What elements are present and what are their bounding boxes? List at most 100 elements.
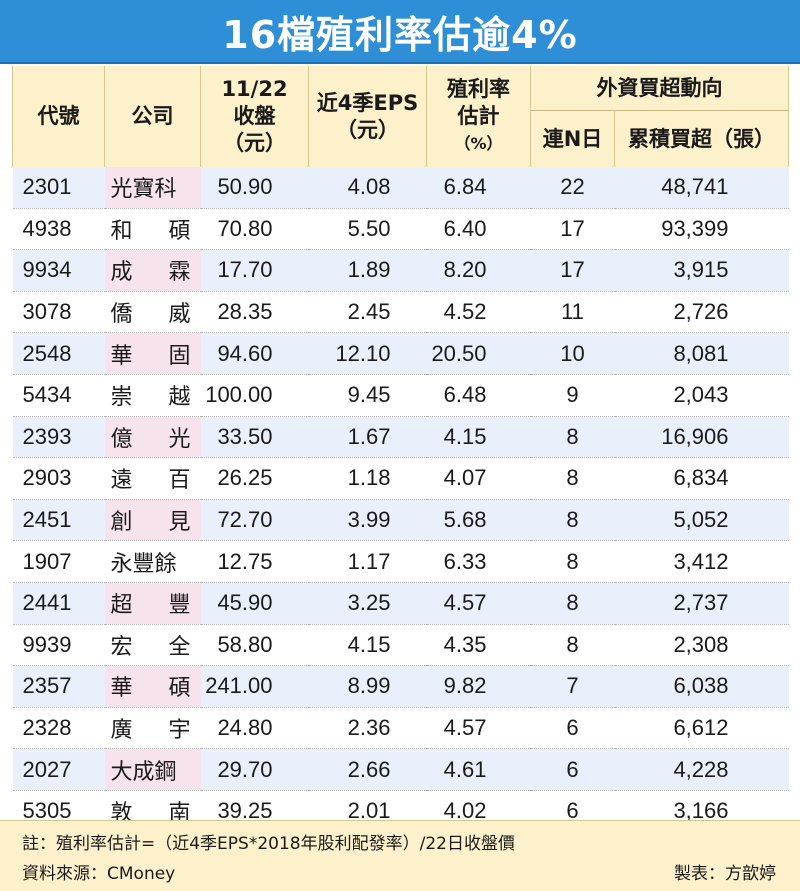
cell-code: 1907	[12, 540, 105, 583]
cell-code: 2301	[12, 167, 105, 209]
company-char: 成	[110, 259, 133, 285]
cell-eps: 8.99	[308, 665, 427, 708]
cell-days: 11	[530, 291, 615, 334]
company-char: 遠	[110, 467, 133, 493]
company-char: 和	[110, 217, 133, 243]
cell-cumulative: 2,308	[614, 624, 789, 667]
company-char: 華	[110, 342, 133, 368]
cell-yield: 4.52	[426, 291, 531, 334]
company-char: 廣	[110, 717, 133, 743]
company-name: 廣宇	[111, 712, 191, 744]
header-close-line1: 11/22	[221, 77, 288, 101]
table-row: 4938 和碩 70.80 5.50 6.40 17 93,399	[12, 208, 789, 251]
header-close: 11/22 收盤 （元）	[200, 66, 309, 167]
cell-cumulative: 2,726	[614, 291, 789, 334]
cell-company: 遠百	[104, 457, 201, 500]
cell-days: 8	[530, 416, 615, 459]
header-yield-line1: 殖利率	[447, 77, 510, 101]
table-body: 2301 光寶科 50.90 4.08 6.84 22 48,741 4938 和碩 70.80 5…	[12, 167, 789, 833]
table-row: 1907 永豐餘 12.75 1.17 6.33 8 3,412	[12, 540, 789, 583]
company-name: 華碩	[111, 670, 191, 702]
cell-yield: 20.50	[426, 332, 531, 375]
cell-eps: 3.25	[308, 582, 427, 625]
cell-close: 72.70	[200, 499, 309, 542]
cell-cumulative: 48,741	[614, 167, 789, 209]
table-row: 2441 超豐 45.90 3.25 4.57 8 2,737	[12, 582, 789, 625]
cell-company: 永豐餘	[104, 540, 201, 583]
cell-cumulative: 6,834	[614, 457, 789, 500]
company-char: 僑	[110, 301, 133, 327]
table-row: 2903 遠百 26.25 1.18 4.07 8 6,834	[12, 457, 789, 500]
credit: 製表：方歆婷	[674, 864, 776, 884]
cell-cumulative: 3,915	[614, 249, 789, 292]
company-char: 億	[110, 425, 133, 451]
header-yield: 殖利率 估計 （%）	[426, 66, 531, 167]
header-company: 公司	[104, 66, 201, 167]
cell-days: 10	[530, 332, 615, 375]
company-name: 創見	[111, 504, 191, 536]
cell-close: 45.90	[200, 582, 309, 625]
cell-yield: 4.35	[426, 624, 531, 667]
cell-close: 29.70	[200, 748, 309, 791]
cell-eps: 2.66	[308, 748, 427, 791]
cell-company: 崇越	[104, 374, 201, 417]
cell-days: 22	[530, 167, 615, 209]
cell-code: 2027	[12, 748, 105, 791]
cell-company: 和碩	[104, 208, 201, 251]
cell-company: 宏全	[104, 624, 201, 667]
cell-cumulative: 6,612	[614, 707, 789, 750]
cell-eps: 4.08	[308, 167, 427, 209]
company-name: 僑威	[111, 296, 191, 328]
cell-company: 大成鋼	[104, 748, 201, 791]
table-row: 2451 創見 72.70 3.99 5.68 8 5,052	[12, 499, 789, 542]
cell-code: 2328	[12, 707, 105, 750]
company-char: 豐	[168, 592, 191, 618]
company-char: 光	[168, 425, 191, 451]
cell-company: 光寶科	[104, 167, 201, 209]
cell-yield: 9.82	[426, 665, 531, 708]
cell-code: 2903	[12, 457, 105, 500]
header-close-line3: （元）	[223, 131, 286, 155]
cell-days: 8	[530, 582, 615, 625]
cell-yield: 6.40	[426, 208, 531, 251]
table-row: 2301 光寶科 50.90 4.08 6.84 22 48,741	[12, 167, 789, 209]
cell-code: 2393	[12, 416, 105, 459]
company-char: 宏	[110, 633, 133, 659]
cell-eps: 2.45	[308, 291, 427, 334]
chart-title: 16檔殖利率估逾4%	[222, 12, 578, 57]
cell-cumulative: 2,043	[614, 374, 789, 417]
cell-code: 9934	[12, 249, 105, 292]
cell-company: 華固	[104, 332, 201, 375]
cell-days: 8	[530, 457, 615, 500]
cell-close: 100.00	[200, 374, 309, 417]
footnote: 註：殖利率估計=（近4季EPS*2018年股利配發率）/22日收盤價	[22, 834, 515, 854]
cell-cumulative: 8,081	[614, 332, 789, 375]
company-name: 宏全	[111, 629, 191, 661]
company-char: 創	[110, 509, 133, 535]
company-char: 全	[168, 633, 191, 659]
header-yield-line2: 估計	[457, 104, 500, 128]
cell-close: 24.80	[200, 707, 309, 750]
company-char: 霖	[168, 259, 191, 285]
data-source: 資料來源：CMoney	[22, 864, 176, 884]
cell-eps: 1.67	[308, 416, 427, 459]
cell-cumulative: 4,228	[614, 748, 789, 791]
cell-code: 2451	[12, 499, 105, 542]
cell-close: 58.80	[200, 624, 309, 667]
cell-close: 17.70	[200, 249, 309, 292]
company-name: 超豐	[111, 587, 191, 619]
cell-cumulative: 93,399	[614, 208, 789, 251]
footer: 註：殖利率估計=（近4季EPS*2018年股利配發率）/22日收盤價 資料來源：…	[0, 820, 800, 891]
company-char: 宇	[168, 717, 191, 743]
cell-eps: 3.99	[308, 499, 427, 542]
cell-yield: 6.48	[426, 374, 531, 417]
table-row: 9934 成霖 17.70 1.89 8.20 17 3,915	[12, 249, 789, 292]
cell-close: 70.80	[200, 208, 309, 251]
cell-code: 2441	[12, 582, 105, 625]
cell-cumulative: 3,412	[614, 540, 789, 583]
cell-eps: 1.17	[308, 540, 427, 583]
header-eps-line2: （元）	[336, 117, 399, 142]
cell-yield: 6.33	[426, 540, 531, 583]
company-char: 固	[168, 342, 191, 368]
cell-company: 成霖	[104, 249, 201, 292]
